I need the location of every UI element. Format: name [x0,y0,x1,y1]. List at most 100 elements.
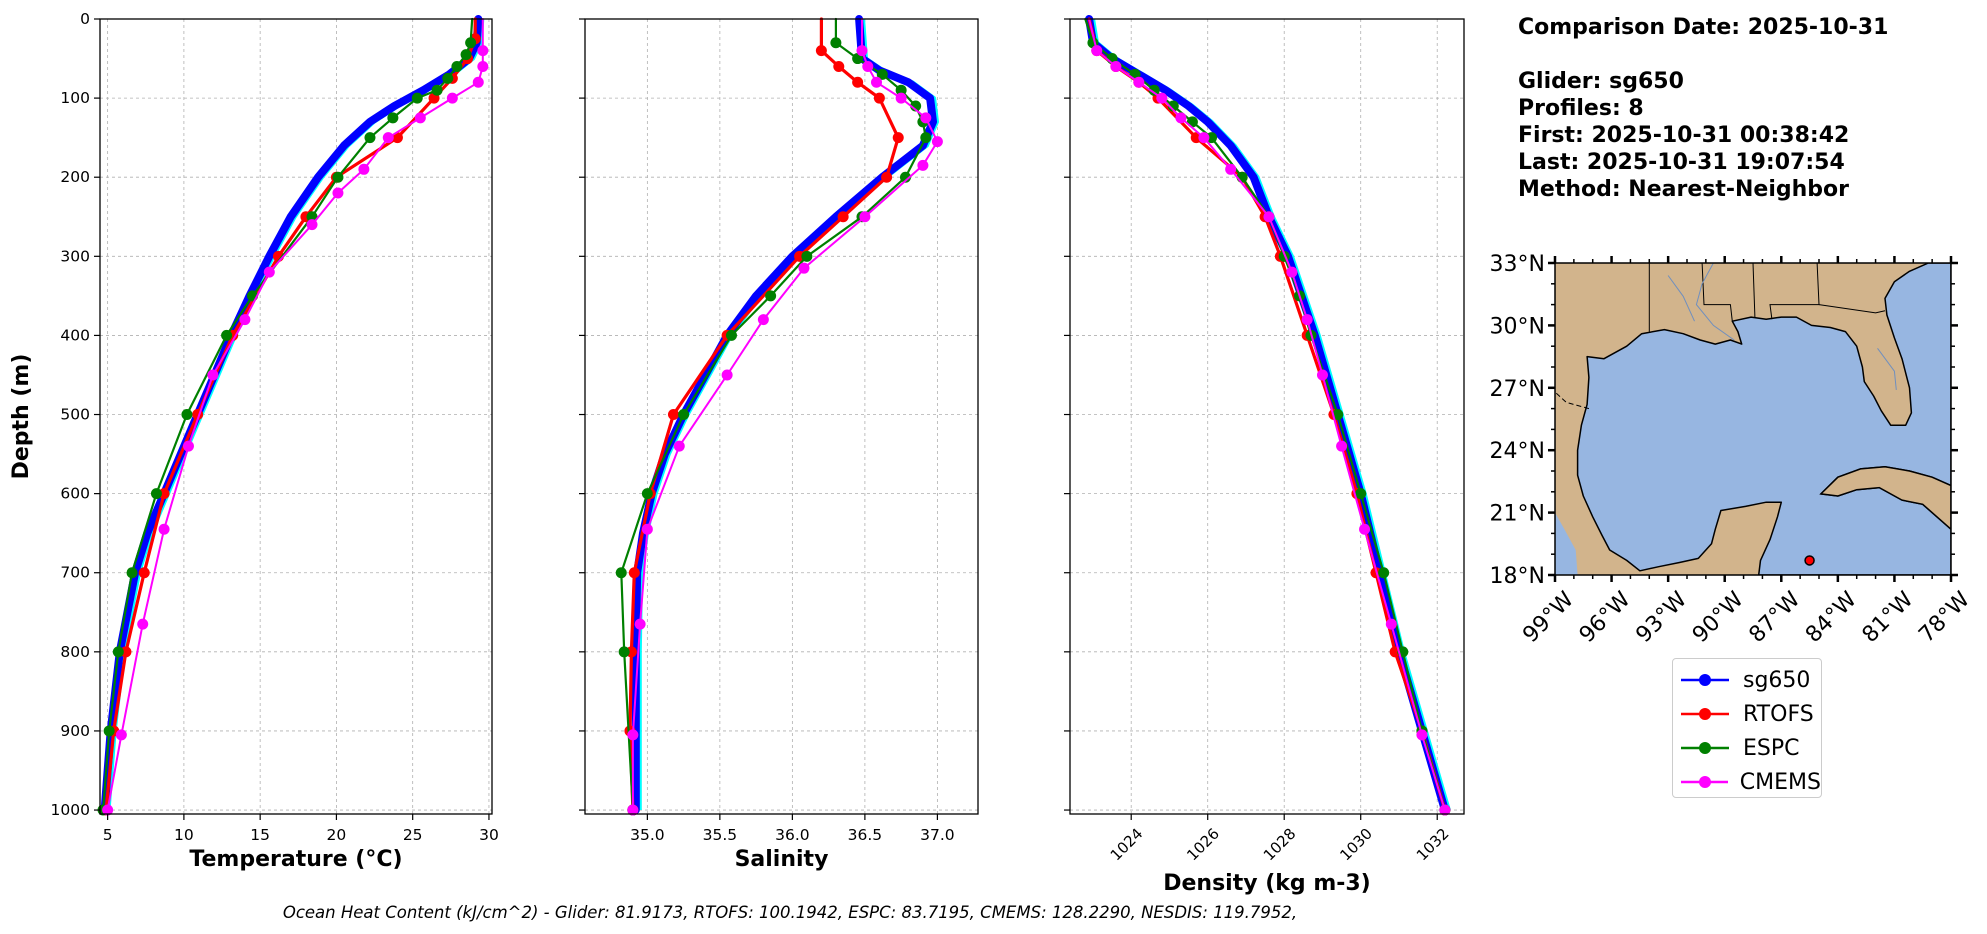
cmems-point [306,219,318,231]
map-lon-label: 90°W [1688,587,1749,648]
cmems-point [1439,804,1451,816]
x-tick-label: 1024 [1107,825,1147,865]
espc-point [460,49,472,61]
temperature-panel: 5 10 15 20 25 3001002003004005006007008009001… [9,10,499,872]
state-border [1769,263,1820,320]
cmems-point [239,314,251,326]
cmems-point [382,132,394,144]
ohc-footer: Ocean Heat Content (kJ/cm^2) - Glider: 8… [282,903,1298,922]
rtofs-point [837,211,849,223]
cmems-point [1359,523,1371,535]
cmems-point [102,804,114,816]
espc-point [1378,567,1390,579]
cmems-point [472,76,484,88]
x-tick-label: 36.0 [775,826,810,844]
rtofs-point [158,488,170,500]
rtofs-point [852,76,864,88]
state-border [1701,263,1733,322]
cmems-point [641,523,653,535]
legend: sg650 RTOFS ESPC CMEMS [1672,658,1822,798]
cmems-point [798,262,810,274]
map-lat-label: 30°N [1490,314,1545,339]
espc-point [103,725,115,737]
x-tick-label: 20 [327,826,347,844]
espc-point [725,329,737,341]
espc-point [411,92,423,104]
espc-point [332,171,344,183]
espc-point [364,132,376,144]
cmems-point [1198,132,1210,144]
cmems-point [920,112,932,124]
espc-point [1206,132,1218,144]
y-tick-label: 0 [80,10,90,28]
y-tick-label: 500 [60,406,90,424]
axes-frame [584,18,979,815]
profile-count: Profiles: 8 [1518,96,1644,121]
glider-name: Glider: sg650 [1518,69,1684,94]
method: Method: Nearest-Neighbor [1518,177,1849,202]
cmems-point [1263,211,1275,223]
lake-okeechobee-outline [1877,348,1897,390]
map-lon-label: 78°W [1914,587,1975,648]
map-lat-label: 21°N [1490,502,1545,527]
rtofs-point [881,171,893,183]
first-time: First: 2025-10-31 00:38:42 [1518,123,1850,148]
cmems-point [895,92,907,104]
espc-point [181,409,193,421]
river [1695,263,1735,341]
x-tick-label: 5 [103,826,113,844]
rtofs-point [138,567,150,579]
cmems-point [358,163,370,175]
cmems-point [1301,314,1313,326]
rtofs-point [1190,132,1202,144]
y-tick-label: 200 [60,168,90,186]
legend-entry: sg650 [1679,663,1821,697]
espc-point [126,567,138,579]
legend-label-sg650: sg650 [1743,667,1811,693]
legend-swatch-espc [1681,742,1729,754]
cmems-point [1336,440,1348,452]
glider-position-marker [1804,555,1815,566]
cmems-point [627,804,639,816]
espc-point [899,171,911,183]
country-border [1555,391,1590,410]
espc-point [221,329,233,341]
rtofs-point [815,45,827,57]
y-tick-label: 900 [60,722,90,740]
cmems-point [207,369,219,381]
espc-point [678,409,690,421]
map-lat-label: 27°N [1490,377,1545,402]
map-lon-label: 81°W [1858,587,1919,648]
sg650-line [631,15,937,814]
state-border [1818,304,1886,314]
cmems-point [158,523,170,535]
cmems-point [856,45,868,57]
legend-entry: RTOFS [1679,697,1821,731]
sg650-line [100,15,483,814]
espc-point [387,112,399,124]
map-lon-label: 93°W [1631,587,1692,648]
cmems-point [1416,729,1428,741]
cmems-point [721,369,733,381]
salinity-panel: 35.0 35.5 36.0 36.5 37.0 Salinity [579,15,979,872]
y-tick-label: 400 [60,326,90,344]
cmems-point [917,159,929,171]
y-tick-label: 100 [60,89,90,107]
espc-point [1148,84,1160,96]
legend-entry: ESPC [1679,731,1821,765]
y-tick-label: 300 [60,247,90,265]
espc-point [431,84,443,96]
gulf-of-mexico-water [1576,263,1951,575]
cmems-point [931,136,943,148]
rtofs-point [628,567,640,579]
cmems-point [1385,618,1397,630]
cmems-point [1110,60,1122,72]
x-tick-label: 10 [174,826,194,844]
espc-point [615,567,627,579]
cmems-point [1133,76,1145,88]
cmems-point [446,92,458,104]
espc-point [112,646,124,658]
cuba-island [1819,466,1951,531]
map-lon-label: 84°W [1801,587,1862,648]
rtofs-point [667,409,679,421]
